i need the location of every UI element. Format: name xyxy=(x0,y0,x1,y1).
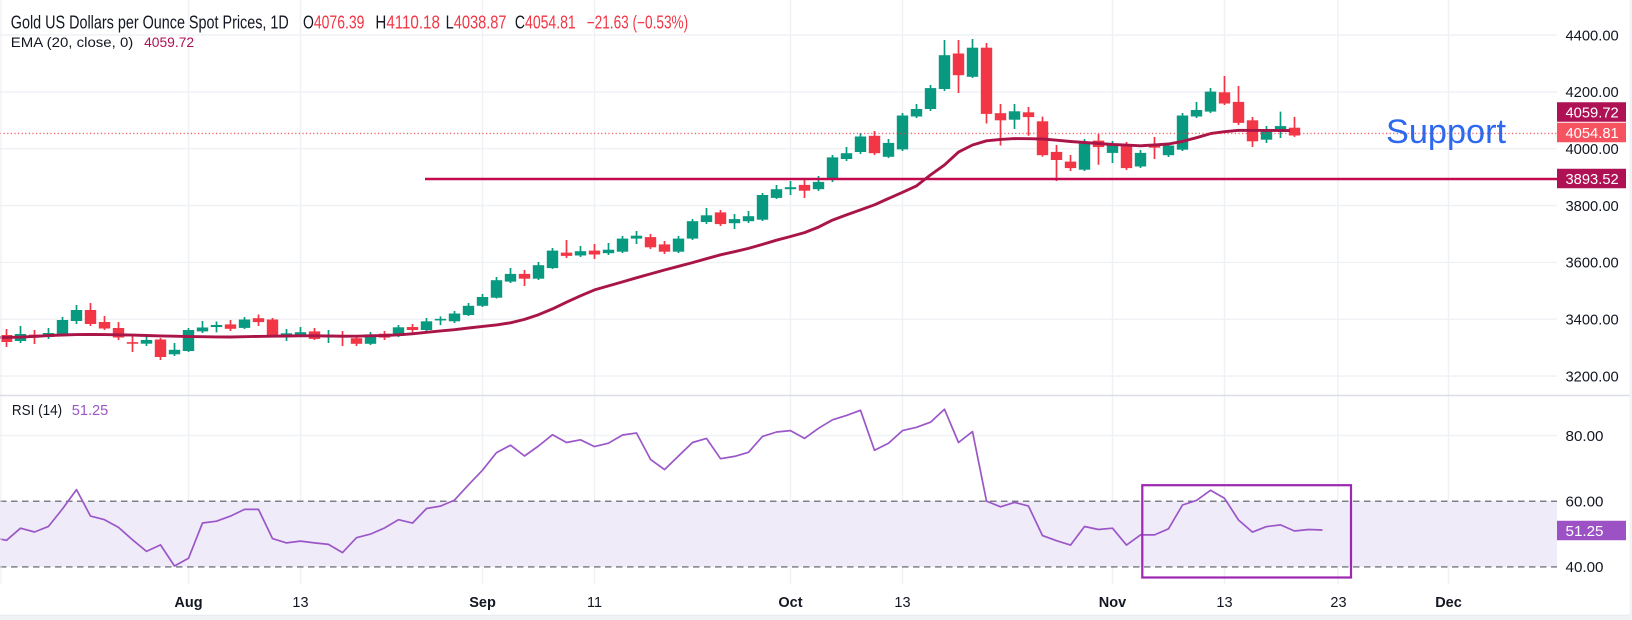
svg-text:80.00: 80.00 xyxy=(1566,428,1604,445)
svg-text:4400.00: 4400.00 xyxy=(1566,27,1619,44)
svg-text:Nov: Nov xyxy=(1099,595,1126,611)
svg-text:Oct: Oct xyxy=(778,595,802,611)
svg-text:C4054.81: C4054.81 xyxy=(515,13,576,33)
svg-text:40.00: 40.00 xyxy=(1566,559,1604,576)
svg-text:Support: Support xyxy=(1386,113,1507,151)
svg-text:4059.72: 4059.72 xyxy=(1566,104,1619,121)
svg-text:−21.63 (−0.53%): −21.63 (−0.53%) xyxy=(587,13,689,33)
svg-text:4000.00: 4000.00 xyxy=(1566,141,1619,158)
svg-text:H4110.18: H4110.18 xyxy=(375,13,440,33)
svg-text:Gold US Dollars per Ounce Spot: Gold US Dollars per Ounce Spot Prices, 1… xyxy=(11,13,289,33)
svg-text:3600.00: 3600.00 xyxy=(1566,255,1619,272)
svg-text:3800.00: 3800.00 xyxy=(1566,198,1619,215)
svg-text:3893.52: 3893.52 xyxy=(1566,171,1619,188)
svg-text:3400.00: 3400.00 xyxy=(1566,312,1619,329)
svg-text:Aug: Aug xyxy=(174,595,202,611)
svg-text:L4038.87: L4038.87 xyxy=(446,13,507,33)
svg-text:4054.81: 4054.81 xyxy=(1566,125,1619,142)
svg-text:O4076.39: O4076.39 xyxy=(303,13,364,33)
svg-text:RSI (14): RSI (14) xyxy=(12,402,62,419)
svg-text:13: 13 xyxy=(1216,595,1232,611)
svg-text:4200.00: 4200.00 xyxy=(1566,84,1619,101)
svg-text:13: 13 xyxy=(894,595,910,611)
svg-text:Dec: Dec xyxy=(1435,595,1462,611)
svg-text:13: 13 xyxy=(292,595,308,611)
svg-text:51.25: 51.25 xyxy=(72,402,109,419)
svg-text:4059.72: 4059.72 xyxy=(144,34,194,50)
svg-text:3200.00: 3200.00 xyxy=(1566,368,1619,385)
svg-text:11: 11 xyxy=(587,595,602,611)
svg-text:EMA (20, close, 0): EMA (20, close, 0) xyxy=(11,34,134,50)
svg-text:23: 23 xyxy=(1330,595,1346,611)
svg-text:60.00: 60.00 xyxy=(1566,494,1604,511)
svg-text:Sep: Sep xyxy=(469,595,496,611)
svg-text:51.25: 51.25 xyxy=(1566,523,1604,540)
